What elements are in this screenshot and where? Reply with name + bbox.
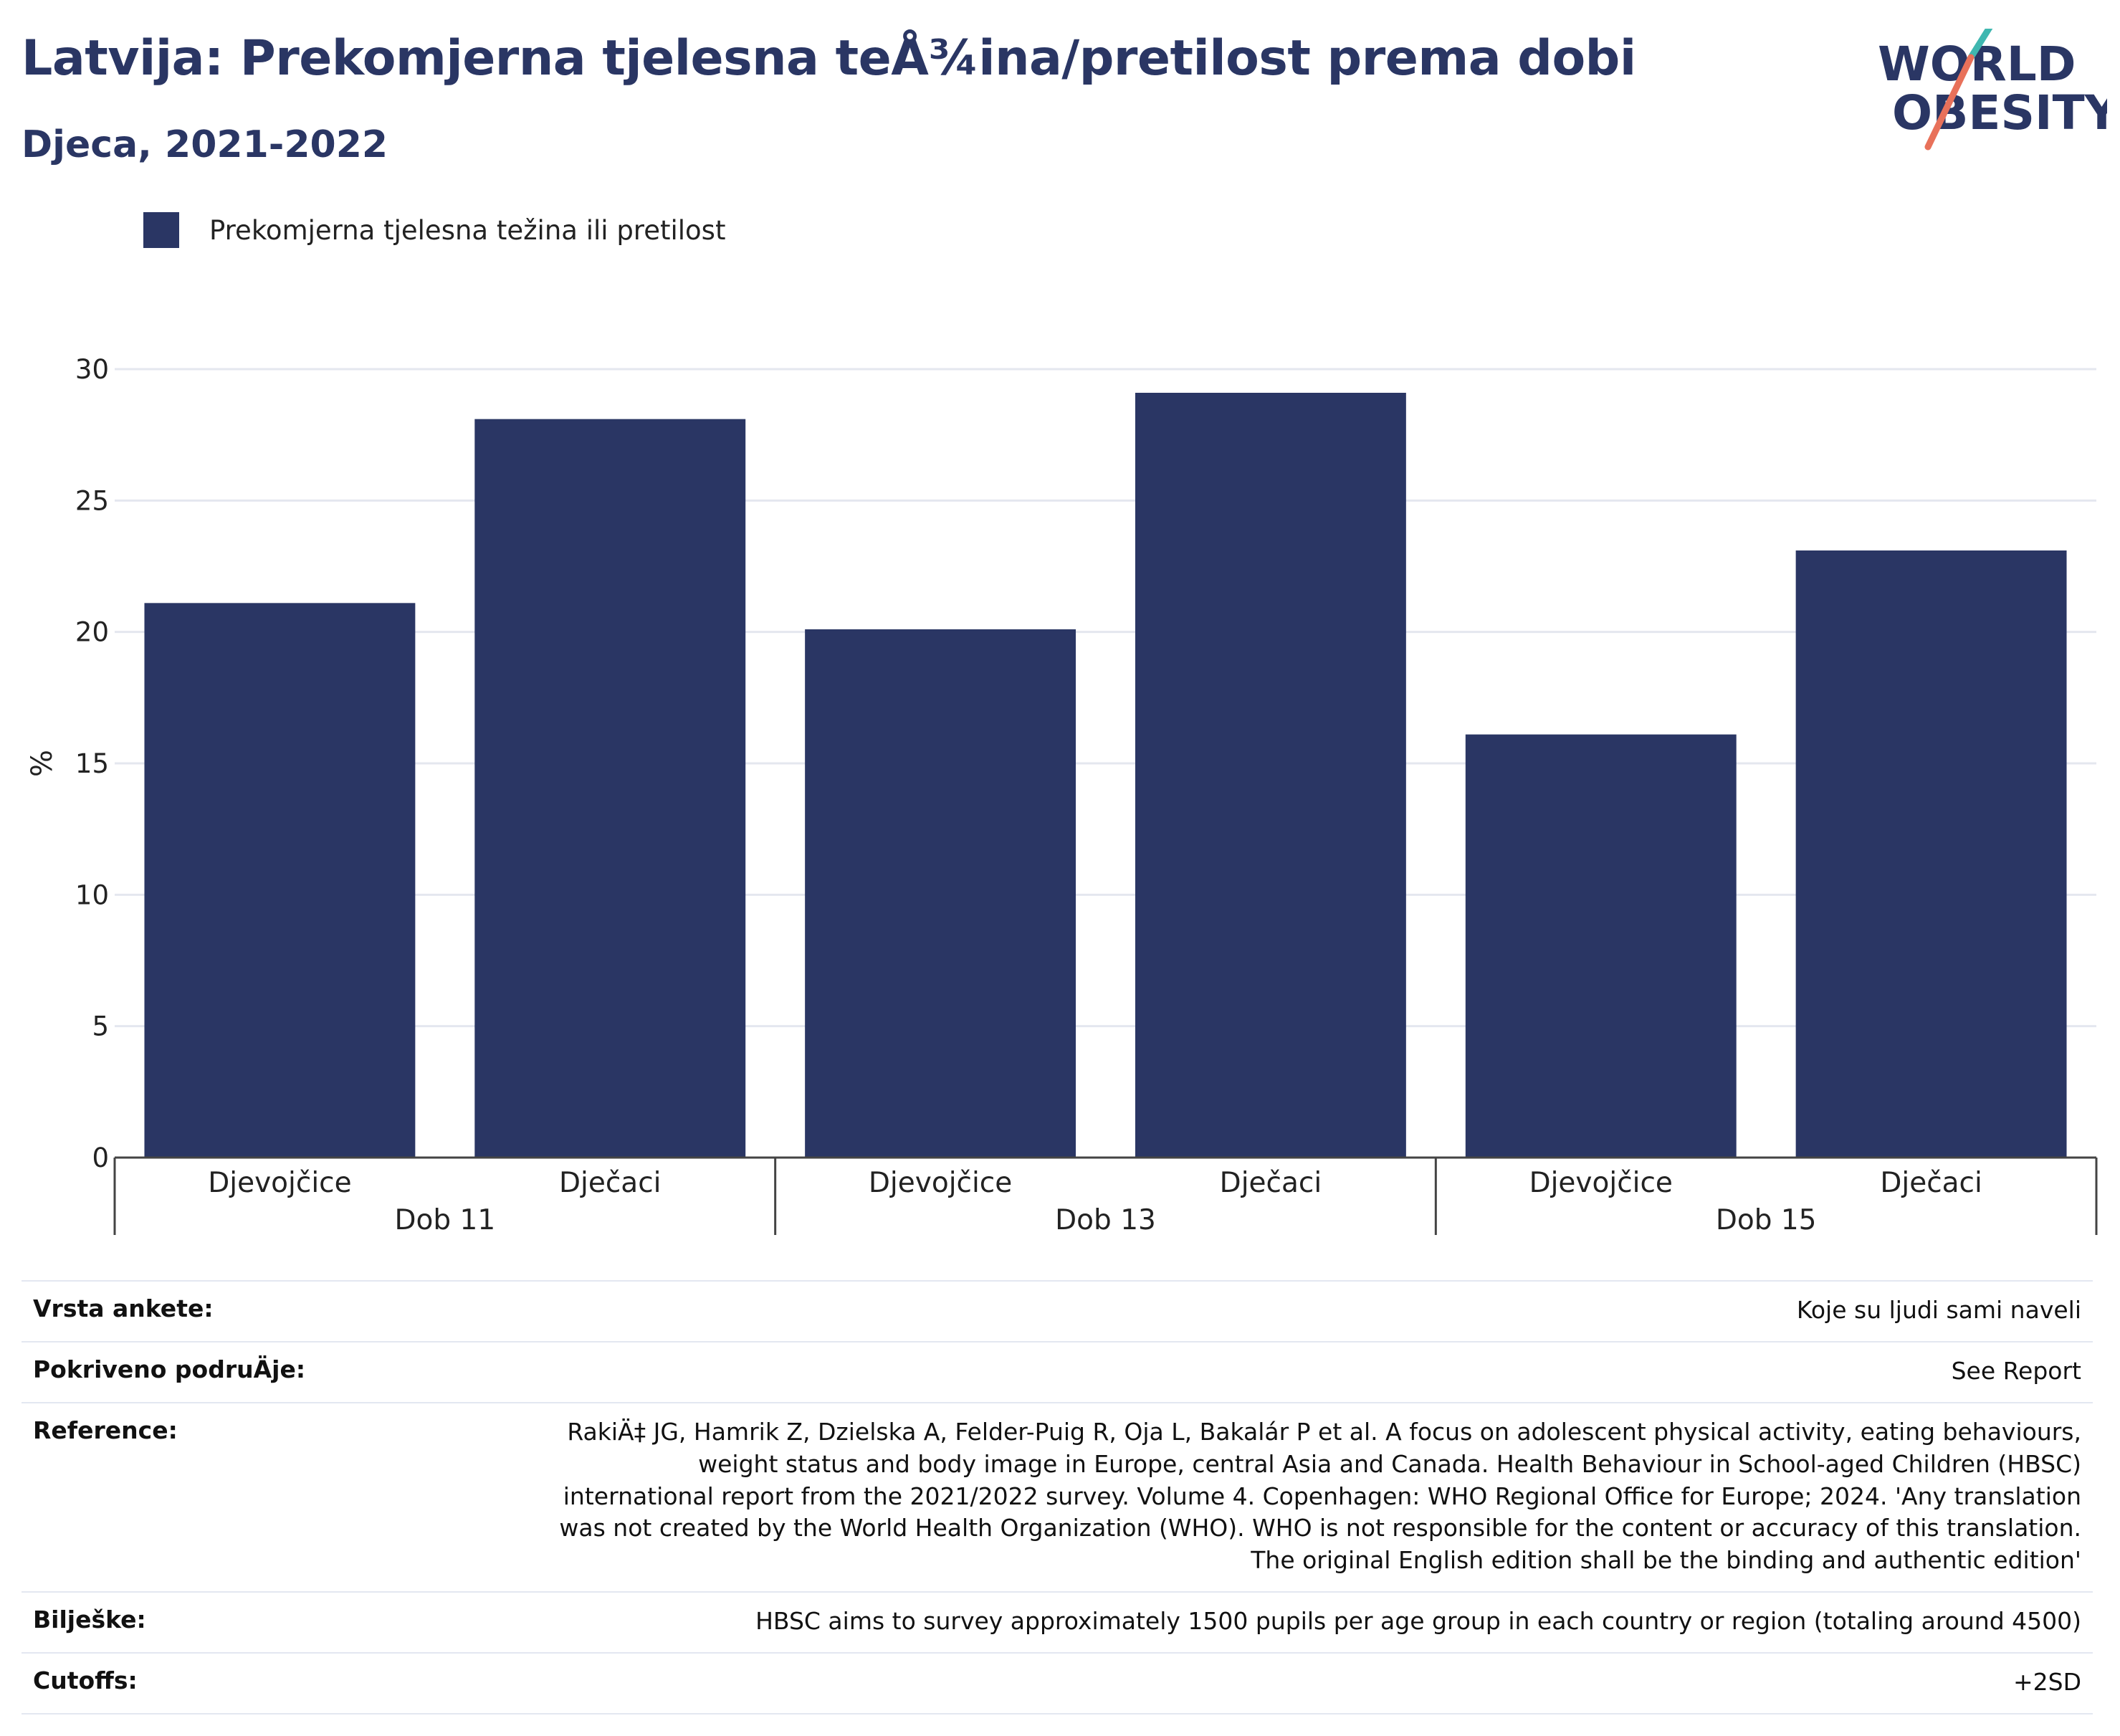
x-tick-label: Dječaci: [1880, 1167, 1982, 1199]
y-tick-label: 20: [75, 617, 109, 648]
bar[interactable]: [474, 419, 746, 1158]
bar[interactable]: [144, 603, 416, 1158]
info-row-reference: Reference: RakiÄ‡ JG, Hamrik Z, Dzielska…: [22, 1401, 2093, 1591]
y-axis-label: %: [26, 750, 59, 777]
bar[interactable]: [1795, 550, 2067, 1158]
x-tick-label: Dječaci: [1220, 1167, 1322, 1199]
logo-slash-teal: [1967, 29, 1993, 61]
group-label: Dob 15: [1716, 1204, 1817, 1236]
info-value: See Report: [1951, 1356, 2081, 1385]
bar[interactable]: [805, 629, 1076, 1158]
info-row-notes: Bilješke: HBSC aims to survey approximat…: [22, 1591, 2093, 1652]
y-tick-label: 0: [92, 1143, 109, 1173]
world-obesity-logo: WORLD OBESITY: [1878, 29, 2107, 151]
x-tick-label: Djevojčice: [208, 1167, 351, 1199]
info-table: Vrsta ankete: Koje su ljudi sami naveli …: [22, 1280, 2093, 1714]
y-tick-label: 30: [75, 354, 109, 385]
y-tick-label: 5: [92, 1011, 109, 1042]
chart-subtitle: Djeca, 2021-2022: [22, 123, 388, 166]
info-key: Reference:: [33, 1416, 178, 1444]
info-value: HBSC aims to survey approximately 1500 p…: [755, 1607, 2081, 1636]
info-key: Bilješke:: [33, 1606, 146, 1634]
info-key: Vrsta ankete:: [33, 1294, 214, 1322]
info-value: +2SD: [2012, 1668, 2081, 1696]
legend-swatch[interactable]: [143, 212, 179, 248]
bar[interactable]: [1135, 393, 1406, 1158]
group-label: Dob 11: [394, 1204, 495, 1236]
x-tick-label: Djevojčice: [1529, 1167, 1673, 1199]
info-row-coverage: Pokriveno podruÄje: See Report: [22, 1340, 2093, 1402]
y-tick-label: 10: [75, 879, 109, 910]
legend-label[interactable]: Prekomjerna tjelesna težina ili pretilos…: [209, 214, 726, 246]
info-key: Cutoffs:: [33, 1666, 138, 1694]
x-tick-label: Djevojčice: [869, 1167, 1012, 1199]
bar-chart: 0 5 10 15 20 25 30% Djevojčice Dječaci Djevojčice…: [26, 354, 2098, 1236]
info-key: Pokriveno podruÄje:: [33, 1355, 306, 1383]
bar[interactable]: [1465, 734, 1737, 1158]
info-value: RakiÄ‡ JG, Hamrik Z, Dzielska A, Felder-…: [559, 1417, 2081, 1575]
info-value: Koje su ljudi sami naveli: [1796, 1296, 2081, 1324]
group-label: Dob 13: [1055, 1204, 1156, 1236]
info-row-cutoffs: Cutoffs: +2SD: [22, 1652, 2093, 1714]
y-tick-label: 15: [75, 748, 109, 779]
y-tick-label: 25: [75, 485, 109, 516]
x-tick-label: Dječaci: [559, 1167, 661, 1199]
logo-line2: OBESITY: [1892, 85, 2107, 140]
logo-slash-red: [1924, 54, 1975, 151]
chart-title: Latvija: Prekomjerna tjelesna teÅ¾ina/pr…: [22, 30, 1636, 87]
info-row-survey-type: Vrsta ankete: Koje su ljudi sami naveli: [22, 1280, 2093, 1341]
chart-legend: Prekomjerna tjelesna težina ili pretilos…: [143, 212, 725, 248]
